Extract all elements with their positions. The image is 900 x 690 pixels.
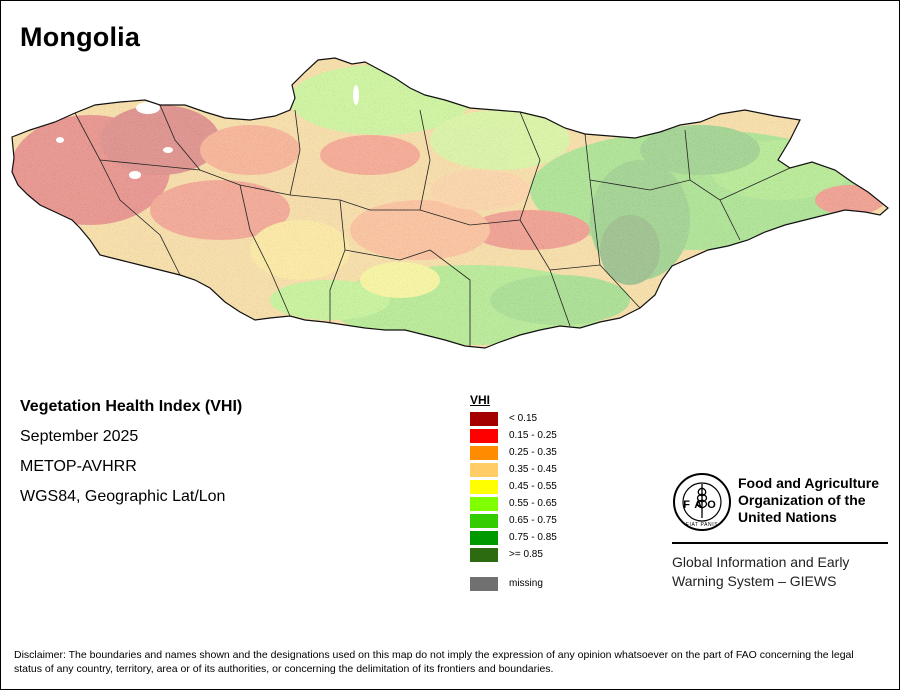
legend-label: 0.55 - 0.65: [509, 498, 557, 509]
organization-name-line: Food and Agriculture: [738, 475, 880, 491]
legend-swatch: [470, 577, 498, 591]
legend-swatch: [470, 531, 498, 545]
legend-swatch: [470, 480, 498, 494]
vhi-map: [11, 57, 889, 349]
legend-item: 0.15 - 0.25: [470, 427, 557, 444]
projection-info: WGS84, Geographic Lat/Lon: [20, 488, 226, 505]
legend-item: 0.65 - 0.75: [470, 512, 557, 529]
legend-label: 0.35 - 0.45: [509, 464, 557, 475]
legend-swatch: [470, 446, 498, 460]
product-name: Vegetation Health Index (VHI): [20, 398, 243, 415]
vhi-raster: [12, 58, 888, 348]
fao-logo-text: FAO: [683, 499, 721, 511]
program-name-line: Global Information and Early: [672, 554, 850, 570]
legend-label: 0.65 - 0.75: [509, 515, 557, 526]
map-info: Vegetation Health Index (VHI) September …: [20, 397, 242, 517]
organization-name-line: United Nations: [738, 509, 837, 525]
legend-swatch: [470, 514, 498, 528]
program-name-line: Warning System – GIEWS: [672, 573, 837, 589]
legend-label: 0.15 - 0.25: [509, 430, 557, 441]
legend-swatch: [470, 412, 498, 426]
map-date: September 2025: [20, 428, 139, 445]
legend-item: >= 0.85: [470, 546, 543, 563]
province-boundaries: [74, 104, 791, 346]
legend-item: 0.55 - 0.65: [470, 495, 557, 512]
divider: [672, 542, 888, 544]
legend-item: < 0.15: [470, 410, 537, 427]
legend-title: VHI: [470, 393, 491, 407]
legend-label: >= 0.85: [509, 549, 543, 560]
legend-label: < 0.15: [509, 413, 538, 424]
program-name: Global Information and Early Warning Sys…: [672, 553, 849, 591]
legend-swatch: [470, 463, 498, 477]
legend-label: 0.45 - 0.55: [509, 481, 557, 492]
legend-item-missing: missing: [470, 575, 543, 592]
organization-name-line: Organization of the: [738, 492, 866, 508]
legend-item: 0.25 - 0.35: [470, 444, 557, 461]
legend-label: 0.75 - 0.85: [509, 532, 557, 543]
legend-item: 0.35 - 0.45: [470, 461, 557, 478]
vhi-legend: VHI < 0.15 0.15 - 0.25 0.25 - 0.35 0.35 …: [470, 393, 557, 592]
fao-logo-motto: FIAT PANIS: [686, 522, 718, 528]
legend-label: missing: [509, 578, 543, 589]
legend-swatch: [470, 497, 498, 511]
disclaimer: Disclaimer: The boundaries and names sho…: [14, 649, 854, 675]
country-title: Mongolia: [20, 22, 141, 52]
organization-name: Food and Agriculture Organization of the…: [738, 475, 879, 526]
legend-swatch: [470, 429, 498, 443]
fao-logo: FAO FIAT PANIS: [673, 473, 731, 531]
legend-label: 0.25 - 0.35: [509, 447, 557, 458]
legend-item: 0.45 - 0.55: [470, 478, 557, 495]
sensor-name: METOP-AVHRR: [20, 458, 137, 475]
legend-item: 0.75 - 0.85: [470, 529, 557, 546]
legend-swatch: [470, 548, 498, 562]
